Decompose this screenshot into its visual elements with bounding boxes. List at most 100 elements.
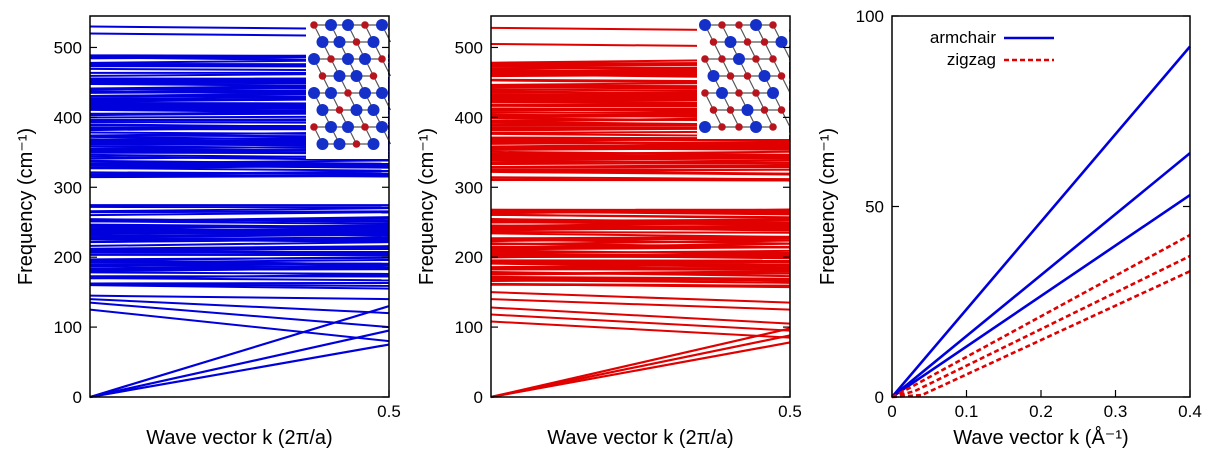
legend-label-zigzag: zigzag [947, 50, 996, 69]
inset-atom-small [319, 72, 327, 80]
inset-atom-small [718, 123, 726, 131]
inset-atom-large [351, 70, 363, 82]
inset-atom-small [769, 123, 777, 131]
inset-atom-large [376, 19, 388, 31]
inset-atom-large [342, 19, 354, 31]
band-line [90, 252, 389, 253]
inset-atom-large [342, 53, 354, 65]
series-line-armchair [892, 46, 1190, 397]
inset-atom-small [735, 123, 743, 131]
inset-atom-small [769, 55, 777, 63]
ytick-label: 500 [54, 38, 82, 57]
inset-atom-small [744, 72, 752, 80]
inset-atom-small [310, 123, 318, 131]
inset-atom-large [317, 138, 329, 150]
inset-atom-large [325, 19, 337, 31]
inset-atom-small [752, 89, 760, 97]
inset-atom-small [336, 106, 344, 114]
inset-atom-large [308, 53, 320, 65]
inset-atom-small [710, 106, 718, 114]
inset-atom-small [310, 21, 318, 29]
inset-atom-small [744, 38, 752, 46]
inset-atom-small [761, 38, 769, 46]
inset-atom-large [359, 53, 371, 65]
inset-atom-small [370, 72, 378, 80]
panel-a-structure-inset [306, 17, 391, 159]
panel-b-zigzag-bands: 0 100 200 300 400 500 0.5 Wave vector k (2π/a)… [416, 16, 802, 449]
xtick-label: 0.5 [377, 402, 401, 421]
inset-atom-large [376, 87, 388, 99]
inset-atom-small [701, 55, 709, 63]
inset-atom-large [334, 138, 346, 150]
band-line [90, 242, 389, 246]
inset-atom-large [317, 36, 329, 48]
ytick-label: 0 [73, 388, 82, 407]
ytick-label: 500 [455, 38, 483, 57]
inset-atom-large [308, 87, 320, 99]
panel-b-xlabel: Wave vector k (2π/a) [547, 427, 733, 449]
inset-atom-large [359, 87, 371, 99]
inset-atom-small [769, 21, 777, 29]
inset-atom-large [317, 104, 329, 116]
xtick-label: 0.1 [955, 402, 979, 421]
panel-b-structure-inset [697, 17, 790, 139]
panel-c-xlabel: Wave vector k (Å⁻¹) [953, 426, 1128, 449]
inset-atom-small [727, 72, 735, 80]
ytick-label: 400 [455, 108, 483, 127]
inset-atom-large [699, 19, 711, 31]
legend-label-armchair: armchair [930, 28, 996, 47]
band-line [90, 211, 389, 212]
ytick-label: 50 [865, 198, 884, 217]
band-line-crossing [491, 308, 790, 324]
inset-atom-small [735, 21, 743, 29]
inset-atom-small [361, 21, 369, 29]
inset-atom-small [327, 55, 335, 63]
inset-atom-large [334, 36, 346, 48]
ytick-label: 300 [54, 178, 82, 197]
series-line-zigzag [892, 256, 1190, 397]
inset-atom-large [325, 87, 337, 99]
inset-atom-large [368, 138, 380, 150]
band-line [90, 269, 389, 270]
xtick-label: 0.3 [1104, 402, 1128, 421]
ytick-label: 0 [875, 388, 884, 407]
inset-atom-small [344, 89, 352, 97]
inset-atom-large [708, 70, 720, 82]
band-line [491, 163, 790, 164]
inset-atom-large [368, 104, 380, 116]
ytick-label: 300 [455, 178, 483, 197]
inset-atom-large [733, 53, 745, 65]
band-line [491, 285, 790, 286]
panel-c-ylabel: Frequency (cm⁻¹) [817, 128, 839, 285]
panel-b-ylabel: Frequency (cm⁻¹) [416, 128, 438, 285]
band-line [491, 140, 790, 141]
inset-atom-small [778, 106, 786, 114]
band-line [90, 278, 389, 280]
inset-atom-small [752, 55, 760, 63]
inset-atom-small [353, 140, 361, 148]
inset-atom-large [759, 70, 771, 82]
inset-atom-large [325, 121, 337, 133]
inset-atom-large [376, 121, 388, 133]
panel-a-ylabel: Frequency (cm⁻¹) [15, 128, 37, 285]
band-line-crossing [90, 296, 389, 299]
inset-atom-large [342, 121, 354, 133]
inset-atom-small [361, 123, 369, 131]
band-line [491, 215, 790, 217]
xtick-label: 0 [887, 402, 896, 421]
inset-atom-large [368, 36, 380, 48]
inset-atom-small [718, 55, 726, 63]
inset-atom-small [353, 38, 361, 46]
series-line-armchair [892, 195, 1190, 397]
inset-atom-small [378, 55, 386, 63]
inset-atom-large [750, 19, 762, 31]
series-line-armchair [892, 153, 1190, 397]
inset-atom-large [699, 121, 711, 133]
band-line-acoustic [90, 331, 389, 397]
inset-atom-large [351, 104, 363, 116]
ytick-label: 400 [54, 108, 82, 127]
inset-atom-small [778, 72, 786, 80]
band-line [491, 269, 790, 270]
band-line [491, 159, 790, 160]
